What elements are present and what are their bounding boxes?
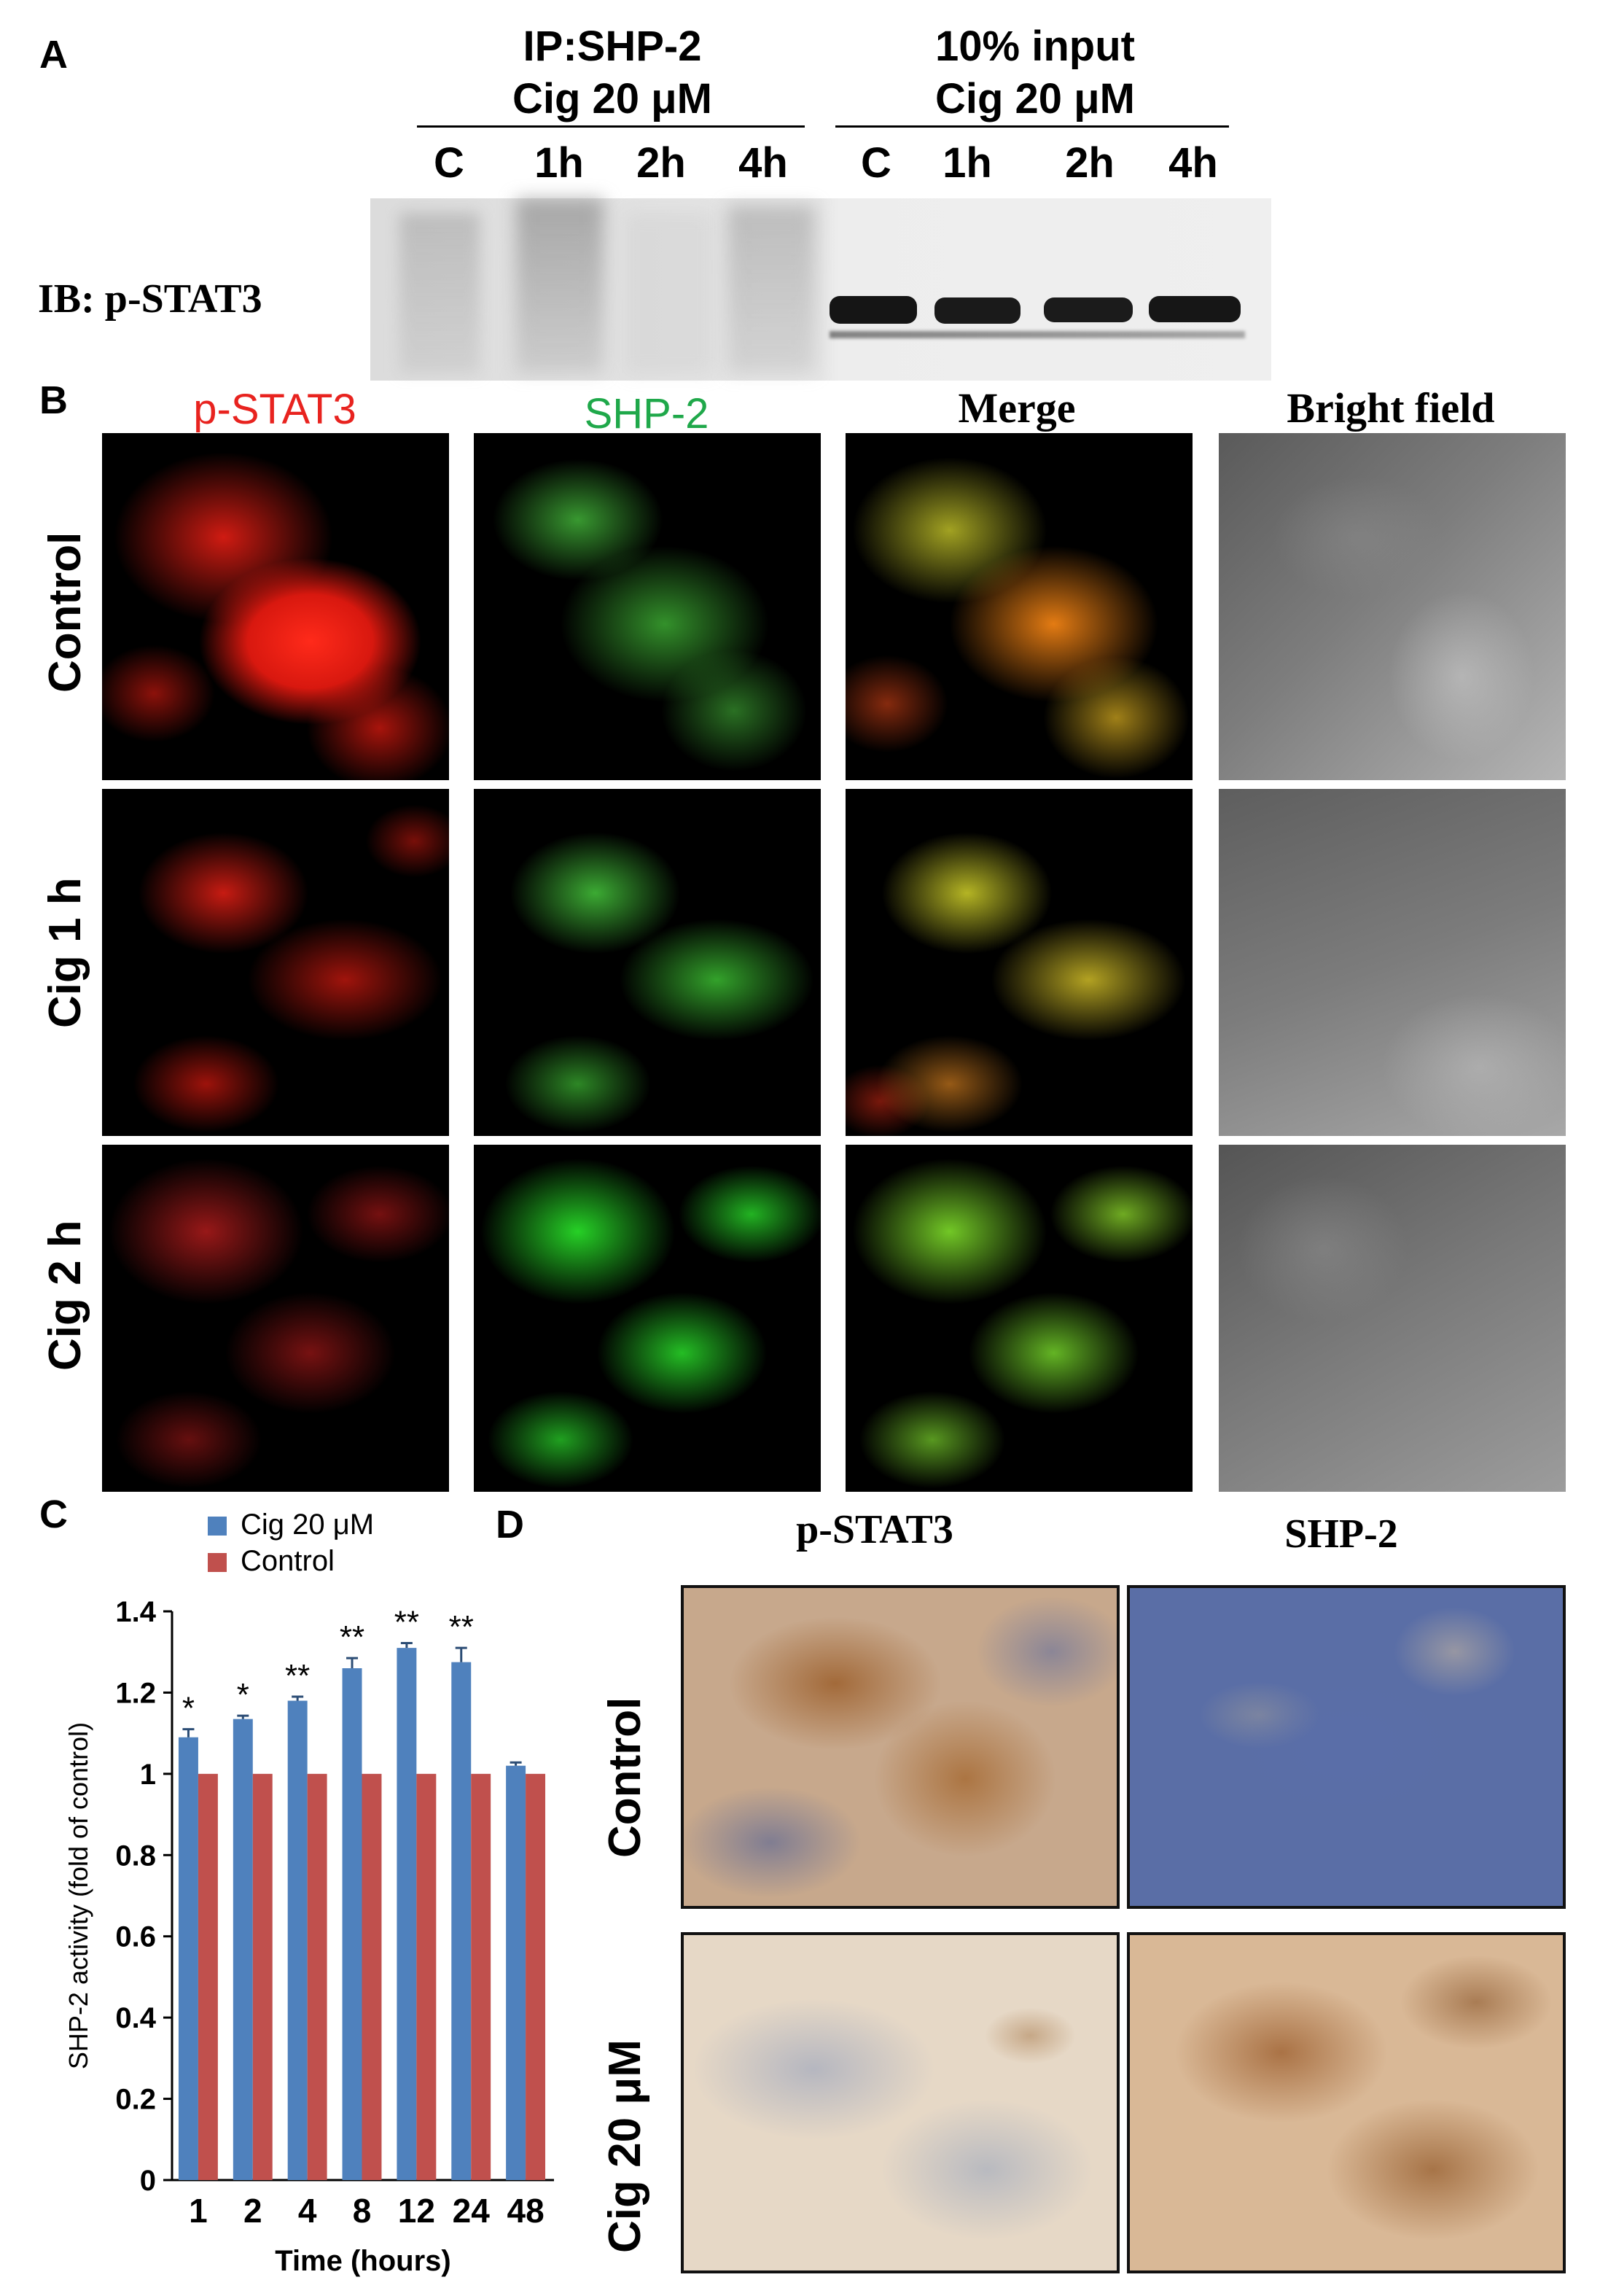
significance-mark-1: *: [182, 1691, 195, 1727]
bar-control-4: [307, 1773, 327, 2180]
bar-control-48: [526, 1773, 546, 2180]
x-tick-label-48: 48: [507, 2192, 544, 2230]
bar-control-8: [362, 1773, 382, 2180]
bar-cig-8: [342, 1668, 362, 2180]
ip-lane-4h: 4h: [738, 139, 788, 187]
x-tick-label-24: 24: [453, 2192, 491, 2230]
ip-lane-2h: 2h: [636, 139, 686, 187]
ihc-col-header-pstat3: p-STAT3: [796, 1507, 953, 1552]
shp2-activity-bar-chart: 0 0.2 0.4 0.6 0.8 1 1.2 1.4 * 1 * 2 ** 4 ** 8 ** 12 ** 24 48…: [63, 1509, 554, 2277]
bar-cig-2: [233, 1719, 253, 2180]
micrograph-cig1h-merge: [846, 789, 1193, 1136]
ihc-cig-shp2: [1127, 1932, 1566, 2273]
col-header-shp2: SHP-2: [584, 390, 709, 437]
blot-input-band-4h: [1149, 296, 1241, 322]
micrograph-control-pstat3: [102, 433, 449, 780]
input-lane-1h: 1h: [943, 139, 992, 187]
col-header-merge: Merge: [958, 384, 1076, 432]
x-tick-label-4: 4: [298, 2192, 317, 2230]
blot-input-band-c: [830, 296, 917, 324]
col-header-bright-field: Bright field: [1287, 384, 1495, 432]
ihc-control-pstat3: [681, 1585, 1120, 1909]
blot-ip-smear-4h: [727, 206, 815, 373]
y-tick-label: 1.2: [115, 1677, 156, 1709]
micrograph-cig2h-bright-field: [1219, 1145, 1566, 1492]
x-axis-title: Time (hours): [275, 2245, 451, 2277]
significance-mark-12: **: [394, 1604, 419, 1640]
y-tick-label: 0: [140, 2165, 156, 2197]
x-tick-label-8: 8: [353, 2192, 372, 2230]
input-lane-2h: 2h: [1065, 139, 1115, 187]
micrograph-cig1h-pstat3: [102, 789, 449, 1136]
bar-control-12: [416, 1773, 437, 2180]
x-tick-label-12: 12: [398, 2192, 435, 2230]
row-label-control: Control: [40, 532, 90, 693]
bar-cig-4: [287, 1700, 308, 2180]
y-tick-label: 0.4: [115, 2002, 156, 2034]
blot-ip-smear-1h: [516, 198, 604, 373]
input-header-line1: 10% input: [935, 23, 1135, 70]
ip-lane-1h: 1h: [534, 139, 584, 187]
ip-header-line2: Cig 20 μM: [512, 75, 712, 122]
bar-cig-12: [397, 1648, 417, 2180]
micrograph-cig2h-pstat3: [102, 1145, 449, 1492]
input-header-line2: Cig 20 μM: [935, 75, 1135, 122]
micrograph-cig1h-shp2: [474, 789, 821, 1136]
ip-lane-c: C: [434, 139, 464, 187]
ihc-col-header-shp2: SHP-2: [1284, 1511, 1398, 1557]
bar-control-24: [471, 1773, 491, 2180]
western-blot-image: [370, 198, 1271, 381]
ip-group-underline: [417, 125, 805, 128]
legend-label-1: Control: [241, 1545, 335, 1577]
y-tick-label: 1: [140, 1759, 156, 1791]
blot-ip-smear-c: [399, 213, 480, 373]
ihc-row-label-cig: Cig 20 μM: [600, 2039, 650, 2253]
bar-cig-48: [506, 1765, 526, 2180]
bar-control-1: [198, 1773, 218, 2180]
panel-d-letter: D: [496, 1503, 524, 1546]
input-lane-c: C: [861, 139, 891, 187]
significance-mark-4: **: [285, 1658, 310, 1694]
panel-b-letter: B: [39, 378, 68, 422]
ihc-control-shp2: [1127, 1585, 1566, 1909]
significance-mark-24: **: [449, 1609, 474, 1645]
bar-control-2: [252, 1773, 273, 2180]
bar-cig-24: [451, 1662, 472, 2180]
legend-swatch-0: [208, 1517, 227, 1536]
input-lane-4h: 4h: [1168, 139, 1218, 187]
ihc-row-label-control: Control: [600, 1697, 650, 1858]
ib-label: IB: p-STAT3: [38, 276, 262, 322]
input-group-underline: [835, 125, 1229, 128]
y-tick-label: 0.2: [115, 2084, 156, 2116]
blot-input-band-1h: [934, 297, 1021, 324]
blot-input-band-2h: [1044, 297, 1133, 322]
row-label-cig-2h: Cig 2 h: [40, 1220, 90, 1371]
ihc-cig-pstat3: [681, 1932, 1120, 2273]
panel-c-letter: C: [39, 1493, 68, 1536]
micrograph-cig2h-shp2: [474, 1145, 821, 1492]
micrograph-cig2h-merge: [846, 1145, 1193, 1492]
ip-header-line1: IP:SHP-2: [523, 23, 702, 70]
col-header-pstat3: p-STAT3: [193, 386, 356, 433]
micrograph-control-merge: [846, 433, 1193, 780]
bar-cig-1: [178, 1737, 198, 2180]
y-tick-label: 1.4: [115, 1596, 156, 1628]
micrograph-control-shp2: [474, 433, 821, 780]
legend-label-0: Cig 20 μM: [241, 1509, 374, 1541]
x-tick-label-2: 2: [243, 2192, 262, 2230]
significance-mark-2: *: [237, 1677, 249, 1713]
x-tick-label-1: 1: [189, 2192, 208, 2230]
blot-ip-smear-2h: [625, 213, 713, 373]
panel-a-letter: A: [39, 33, 68, 77]
significance-mark-8: **: [340, 1619, 364, 1655]
y-tick-label: 0.8: [115, 1840, 156, 1872]
legend-swatch-1: [208, 1553, 227, 1572]
micrograph-cig1h-bright-field: [1219, 789, 1566, 1136]
micrograph-control-bright-field: [1219, 433, 1566, 780]
y-axis-title: SHP-2 activity (fold of control): [63, 1722, 93, 2069]
blot-input-lower-bands: [830, 331, 1245, 338]
row-label-cig-1h: Cig 1 h: [40, 877, 90, 1028]
y-tick-label: 0.6: [115, 1921, 156, 1953]
